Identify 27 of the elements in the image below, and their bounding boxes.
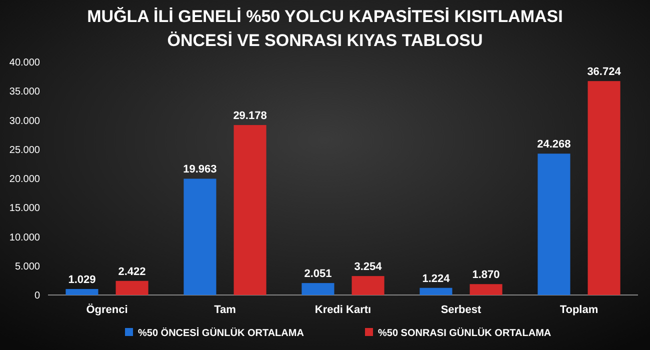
data-label: 29.178 — [233, 110, 267, 122]
data-label: 2.051 — [304, 268, 332, 280]
y-tick-label: 10.000 — [9, 232, 40, 244]
x-tick-label: Kredi Kartı — [314, 304, 372, 316]
data-label: 2.422 — [118, 266, 146, 278]
data-label: 1.224 — [422, 272, 451, 285]
y-tick-label: 20.000 — [9, 174, 40, 185]
y-tick-label: 25.000 — [9, 144, 40, 156]
y-tick-label: 30.000 — [9, 116, 40, 127]
data-label: 36.724 — [587, 66, 622, 78]
y-tick-label: 35.000 — [9, 86, 40, 98]
y-tick-label: 0 — [34, 290, 40, 302]
y-tick-label: 40.000 — [9, 58, 40, 68]
data-label: 1.029 — [68, 274, 96, 286]
chart-title: MUĞLA İLİ GENELİ %50 YOLCU KAPASİTESİ KISITLAMASI ÖNCESİ VE SONRASI KIYAS TABLOSU — [87, 6, 563, 50]
y-tick-label: 15.000 — [9, 203, 40, 214]
data-label: 19.963 — [183, 164, 217, 176]
x-tick-label: Ögrenci — [86, 303, 128, 316]
data-label: 24.268 — [537, 138, 571, 151]
data-label: 1.870 — [472, 269, 500, 282]
x-tick-label: Toplam — [560, 304, 598, 316]
legend-label: %50 ÖNCESİ GÜNLÜK ORTALAMA — [138, 327, 304, 339]
legend-label: %50 SONRASI GÜNLÜK ORTALAMA — [378, 327, 552, 339]
x-tick-label: Serbest — [440, 304, 482, 316]
data-label: 3.254 — [354, 261, 383, 274]
x-tick-label: Tam — [214, 304, 236, 316]
y-tick-label: 5.000 — [14, 261, 40, 272]
